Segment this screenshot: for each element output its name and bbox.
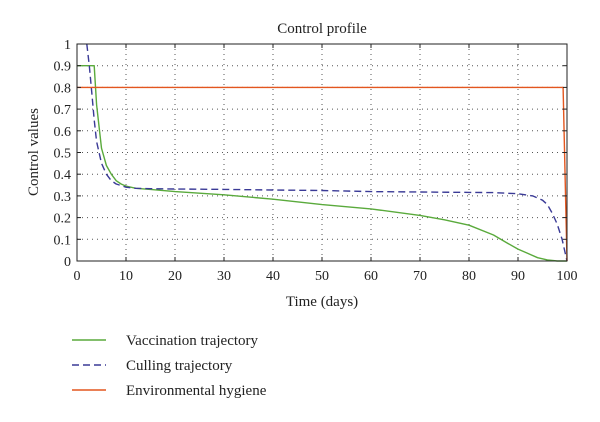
x-tick-label: 80 (462, 269, 476, 284)
grid (77, 44, 567, 261)
x-tick-label: 30 (217, 269, 231, 284)
x-tick-label: 10 (119, 269, 133, 284)
y-tick-label: 0.1 (54, 233, 72, 248)
y-tick-label: 0.5 (54, 147, 72, 162)
x-axis-label: Time (days) (286, 294, 358, 310)
x-tick-label: 100 (557, 269, 578, 284)
y-tick-label: 1 (64, 38, 71, 53)
legend-label-3: Environmental hygiene (126, 383, 267, 399)
y-tick-label: 0.2 (54, 212, 72, 227)
legend-label-1: Vaccination trajectory (126, 333, 259, 349)
y-tick-label: 0.7 (54, 103, 72, 118)
legend: Vaccination trajectory Culling trajectory… (72, 333, 267, 399)
x-tick-label: 20 (168, 269, 182, 284)
axis-ticks: 0 10 20 30 40 50 60 70 80 90 100 0 0.1 0.2 0.3 0.4 0.5 0.… (54, 38, 578, 284)
x-tick-label: 60 (364, 269, 378, 284)
x-tick-label: 50 (315, 269, 329, 284)
x-tick-label: 40 (266, 269, 280, 284)
y-tick-label: 0.4 (54, 168, 72, 183)
series-line-1 (77, 64, 567, 262)
x-tick-label: 90 (511, 269, 525, 284)
x-tick-label: 0 (74, 269, 81, 284)
x-tick-label: 70 (413, 269, 427, 284)
legend-label-2: Culling trajectory (126, 358, 233, 374)
y-tick-label: 0 (64, 255, 71, 270)
chart-title: Control profile (277, 21, 367, 37)
y-tick-label: 0.6 (54, 125, 72, 140)
y-axis-label: Control values (26, 108, 42, 196)
y-tick-label: 0.8 (54, 81, 72, 96)
y-tick-label: 0.3 (54, 190, 72, 205)
series-line-2 (86, 43, 568, 262)
y-tick-label: 0.9 (54, 60, 72, 75)
